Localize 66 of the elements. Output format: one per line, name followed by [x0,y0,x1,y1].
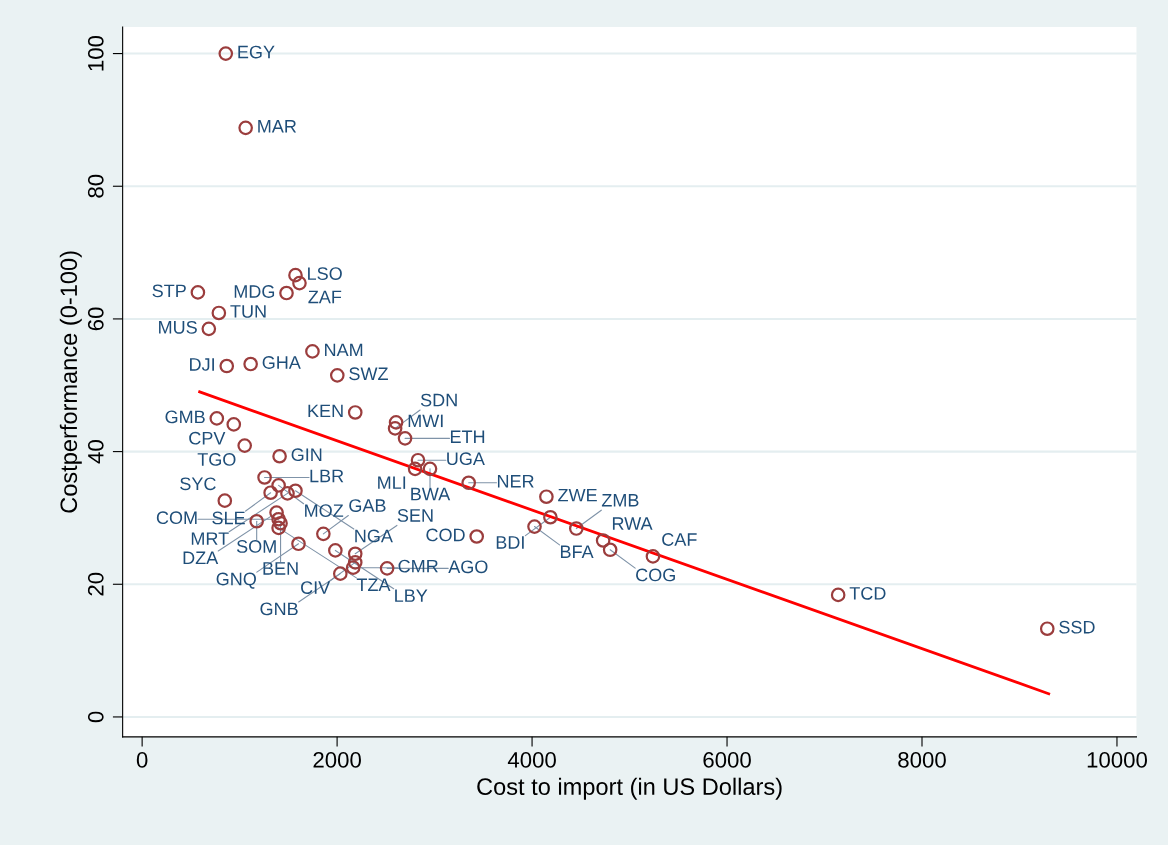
x-tick-label: 0 [136,752,148,768]
annotation: KEN [308,404,343,418]
annotation: MOZ [305,504,344,518]
annotation: MAR [258,120,297,133]
annotation: ZWE [558,488,597,502]
annotation: GMB [165,410,205,424]
annotation: GNQ [216,572,256,589]
annotation: BDI [496,536,524,549]
annotation: BWA [411,487,451,501]
annotation: COG [636,568,675,582]
annotation: EGY [238,45,275,59]
annotation: MDG [234,285,275,298]
annotation: UGA [447,452,485,466]
annotation: COM [156,511,197,525]
annotation: MRT [191,532,229,545]
annotation: AGO [448,560,488,574]
y-tick-label: 40 [87,440,104,464]
annotation: TZA [356,578,391,591]
annotation: SDN [420,393,457,407]
annotation: NER [497,475,534,488]
x-tick-label: 2000 [313,752,361,768]
annotation: LSO [308,267,342,280]
annotation: ZMB [601,494,639,507]
annotation: SSD [1059,620,1095,634]
annotation: BFA [560,545,594,558]
annotation: GAB [349,499,386,512]
annotation: CPV [189,431,226,445]
annotation: STP [152,284,186,298]
annotation: NAM [325,343,363,357]
annotation: CIV [301,581,331,594]
y-tick-label: 0 [87,711,104,723]
annotation: GIN [291,448,322,462]
y-tick-label: 100 [87,35,104,71]
annotation: COD [426,528,465,542]
x-axis-title: Cost to import (in US Dollars) [477,777,782,800]
annotation: RWA [612,517,653,530]
annotation: LBY [395,589,428,602]
annotation: SYC [180,477,216,491]
x-tick-label: 4000 [507,752,556,768]
y-tick-label: 60 [87,307,104,331]
annotation: MWI [408,414,443,428]
annotation: TUN [230,305,266,318]
annotation: DJI [190,358,214,371]
x-tick-label: 6000 [703,752,751,768]
annotation: SOM [236,540,276,553]
annotation: CAF [662,533,697,546]
y-tick-label: 80 [87,174,104,198]
annotation: ETH [450,430,485,443]
annotation: MUS [159,320,197,334]
annotation: TGO [197,453,236,466]
y-axis-title: Costperformance (0-100) [59,251,82,513]
annotation: BEN [263,562,298,575]
x-tick-label: 8000 [898,752,946,768]
annotation: MLI [378,476,406,489]
y-tick-label: 20 [87,572,104,596]
annotation: SWZ [349,367,388,381]
annotation: SEN [397,509,433,522]
annotation: GHA [262,356,301,369]
annotation: NGA [355,529,393,543]
annotation: ZAF [308,290,342,304]
annotation: DZA [183,551,219,565]
annotation: GNB [260,602,298,616]
x-tick-label: 10000 [1087,752,1147,768]
annotation: SLE [212,511,245,525]
annotation: TCD [849,586,886,600]
annotation: LBR [310,469,344,483]
